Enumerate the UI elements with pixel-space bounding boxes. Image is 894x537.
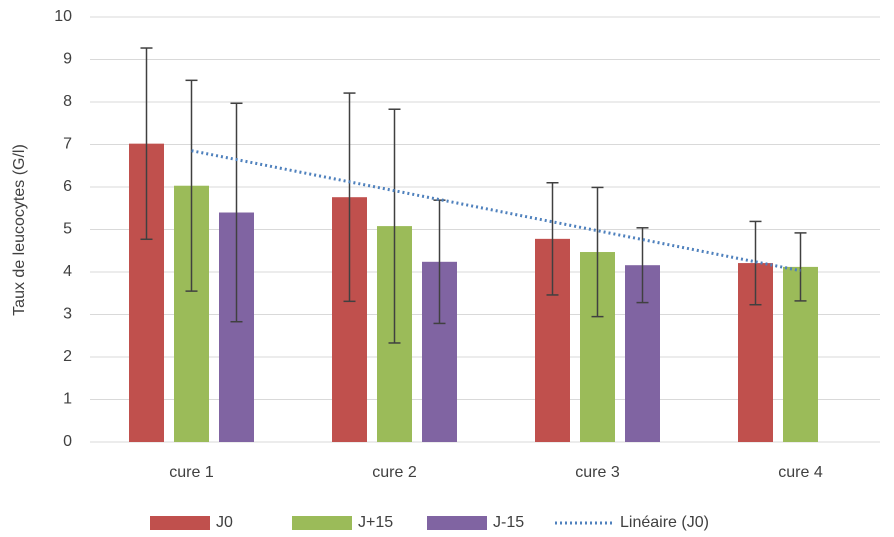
y-tick-label: 0 [63,433,72,450]
y-tick-label: 1 [63,391,72,408]
error-bar [636,227,649,304]
x-tick-label: cure 1 [169,464,214,481]
legend-label: J-15 [493,514,524,531]
legend-swatch [150,516,210,530]
y-tick-label: 2 [63,348,72,365]
legend-label: J+15 [358,514,393,531]
y-tick-label: 4 [63,263,72,280]
error-bar [140,47,153,241]
error-bar [185,79,198,292]
legend-swatch [427,516,487,530]
error-bar [546,182,559,296]
y-tick-label: 8 [63,93,72,110]
y-tick-label: 7 [63,136,72,153]
x-tick-label: cure 3 [575,464,620,481]
y-tick-label: 3 [63,306,72,323]
error-bar [388,108,401,344]
error-bar [794,232,807,302]
x-tick-label: cure 2 [372,464,417,481]
error-bar [230,102,243,323]
legend-swatch [292,516,352,530]
y-axis-label: Taux de leucocytes (G/l) [11,144,28,316]
y-tick-label: 9 [63,51,72,68]
error-bar [591,186,604,318]
error-bar [343,92,356,303]
legend-label: Linéaire (J0) [620,514,709,531]
trendline [191,149,801,273]
y-tick-label: 5 [63,221,72,238]
y-tick-label: 6 [63,178,72,195]
y-tick-label: 10 [54,8,72,25]
x-tick-label: cure 4 [778,464,823,481]
legend-label: J0 [216,514,233,531]
